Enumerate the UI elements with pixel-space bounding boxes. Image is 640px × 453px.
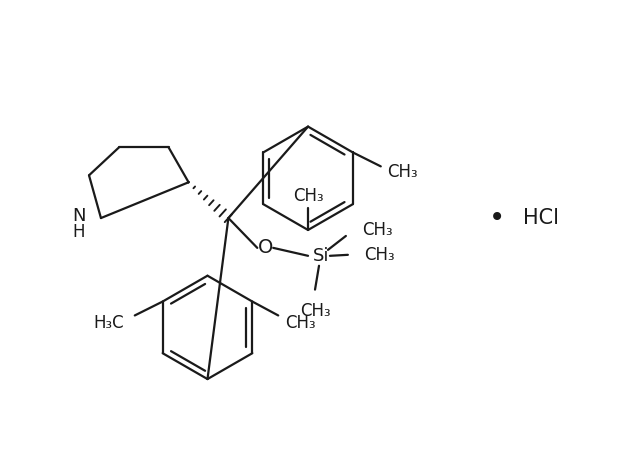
Text: CH₃: CH₃ — [292, 187, 323, 205]
Text: CH₃: CH₃ — [362, 221, 393, 239]
Text: HCl: HCl — [523, 208, 559, 228]
Text: H₃C: H₃C — [93, 314, 124, 333]
Text: O: O — [257, 238, 273, 257]
Text: •: • — [489, 204, 506, 232]
Text: CH₃: CH₃ — [285, 314, 316, 333]
Text: CH₃: CH₃ — [364, 246, 395, 264]
Text: N: N — [72, 207, 86, 225]
Text: Si: Si — [313, 247, 329, 265]
Text: CH₃: CH₃ — [300, 303, 330, 320]
Text: CH₃: CH₃ — [387, 164, 418, 181]
Text: H: H — [73, 223, 85, 241]
